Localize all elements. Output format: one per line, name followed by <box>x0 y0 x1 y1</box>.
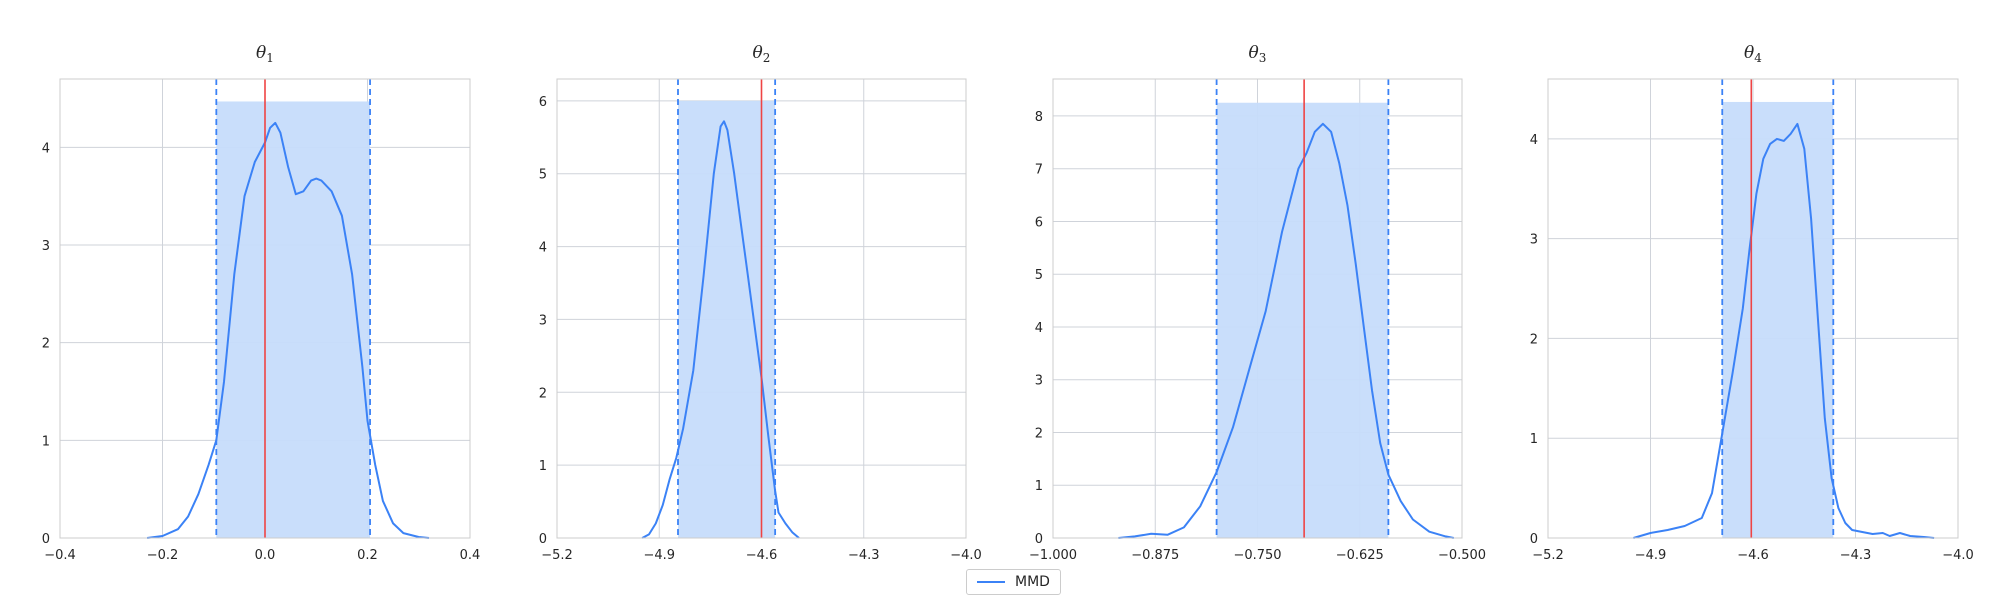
panel-2-title: θ2 <box>753 43 771 65</box>
panel-2-x-tick-label-4: −4.0 <box>950 548 982 563</box>
panel-3-title: θ3 <box>1249 43 1267 65</box>
panel-3-y-tick-label-0: 0 <box>1035 532 1043 547</box>
panel-4-y-tick-label-1: 1 <box>1530 432 1538 447</box>
panel-3-kde-line <box>1118 122 1454 539</box>
panel-1-x-tick-label-1: −0.2 <box>147 548 179 563</box>
panel-3: −1.000 −0.875 −0.750 −0.625 −0.500 0 1 2 3 4 5 6 7 8 θ… <box>1029 43 1486 563</box>
panel-3-y-tick-label-6: 6 <box>1035 215 1043 230</box>
panel-1-y-tick-label-1: 1 <box>42 434 50 449</box>
panel-3-y-tick-label-7: 7 <box>1035 163 1043 178</box>
panel-4-y-tick-label-2: 2 <box>1530 332 1538 347</box>
panel-3-interval-fill <box>1216 102 1389 538</box>
panel-2-y-tick-label-0: 0 <box>539 532 547 547</box>
panel-2-y-tick-label-4: 4 <box>539 241 547 256</box>
panel-1-x-tick-label-4: 0.4 <box>460 548 481 563</box>
panel-2-y-tick-label-5: 5 <box>539 168 547 183</box>
panel-3-x-tick-label-3: −0.625 <box>1336 548 1384 563</box>
legend-line-mmd <box>977 581 1005 583</box>
panel-3-y-tick-label-5: 5 <box>1035 268 1043 283</box>
panel-1-title: θ1 <box>256 43 274 65</box>
panel-4-title: θ4 <box>1744 43 1762 65</box>
panel-2-x-tick-label-2: −4.6 <box>746 548 778 563</box>
panel-2-interval-fill <box>677 100 776 538</box>
legend: MMD <box>966 569 1061 595</box>
panel-2-frame <box>556 78 967 539</box>
panel-4-y-tick-label-3: 3 <box>1530 233 1538 248</box>
panel-2-y-tick-label-6: 6 <box>539 95 547 110</box>
panel-4-x-tick-label-0: −5.2 <box>1532 548 1564 563</box>
panel-3-y-tick-label-1: 1 <box>1035 479 1043 494</box>
panel-4-x-tick-label-4: −4.0 <box>1942 548 1974 563</box>
panel-2-x-tick-label-1: −4.9 <box>643 548 675 563</box>
panel-1-y-tick-label-3: 3 <box>42 239 50 254</box>
panel-1-y-tick-label-4: 4 <box>42 141 50 156</box>
panel-1-y-tick-label-0: 0 <box>42 532 50 547</box>
panel-3-frame <box>1052 78 1463 539</box>
panel-3-y-tick-label-4: 4 <box>1035 321 1043 336</box>
panel-3-x-tick-label-1: −0.875 <box>1131 548 1179 563</box>
legend-label-mmd: MMD <box>1015 574 1050 590</box>
panel-1-title-subscript: 1 <box>266 51 274 65</box>
panel-4-x-tick-label-3: −4.3 <box>1840 548 1872 563</box>
panel-1-x-tick-label-2: 0.0 <box>255 548 276 563</box>
panel-3-y-tick-label-2: 2 <box>1035 426 1043 441</box>
panel-1-interval-fill <box>216 101 371 538</box>
panel-1-x-tick-label-3: 0.2 <box>357 548 378 563</box>
panel-3-y-tick-label-3: 3 <box>1035 374 1043 389</box>
panel-2-y-tick-label-3: 3 <box>539 313 547 328</box>
panel-2-x-tick-label-3: −4.3 <box>848 548 880 563</box>
panel-2-x-tick-label-0: −5.2 <box>541 548 573 563</box>
panel-1-x-tick-label-0: −0.4 <box>44 548 76 563</box>
panel-1-y-tick-label-2: 2 <box>42 337 50 352</box>
panel-4-interval-fill <box>1722 101 1834 538</box>
panel-4-frame <box>1547 78 1959 539</box>
panel-1: −0.4 −0.2 0.0 0.2 0.4 0 1 2 3 4 θ1 <box>42 43 481 563</box>
panel-4-kde-line <box>1633 122 1935 539</box>
panel-1-frame <box>59 78 471 539</box>
panel-4-title-subscript: 4 <box>1754 51 1762 65</box>
panel-2: −5.2 −4.9 −4.6 −4.3 −4.0 0 1 2 3 4 5 6 θ2 <box>539 43 982 563</box>
panel-3-x-tick-label-4: −0.500 <box>1438 548 1486 563</box>
panel-4-y-tick-label-4: 4 <box>1530 133 1538 148</box>
panel-2-y-tick-label-1: 1 <box>539 459 547 474</box>
panel-4-x-tick-label-2: −4.6 <box>1737 548 1769 563</box>
panel-3-x-tick-label-0: −1.000 <box>1029 548 1077 563</box>
panel-4-x-tick-label-1: −4.9 <box>1635 548 1667 563</box>
panel-2-y-tick-label-2: 2 <box>539 386 547 401</box>
panel-3-x-tick-label-2: −0.750 <box>1233 548 1281 563</box>
panel-3-y-tick-label-8: 8 <box>1035 110 1043 125</box>
panel-1-kde-line <box>146 121 430 539</box>
panel-2-title-subscript: 2 <box>763 51 771 65</box>
panel-4-y-tick-label-0: 0 <box>1530 532 1538 547</box>
panel-3-title-subscript: 3 <box>1259 51 1267 65</box>
